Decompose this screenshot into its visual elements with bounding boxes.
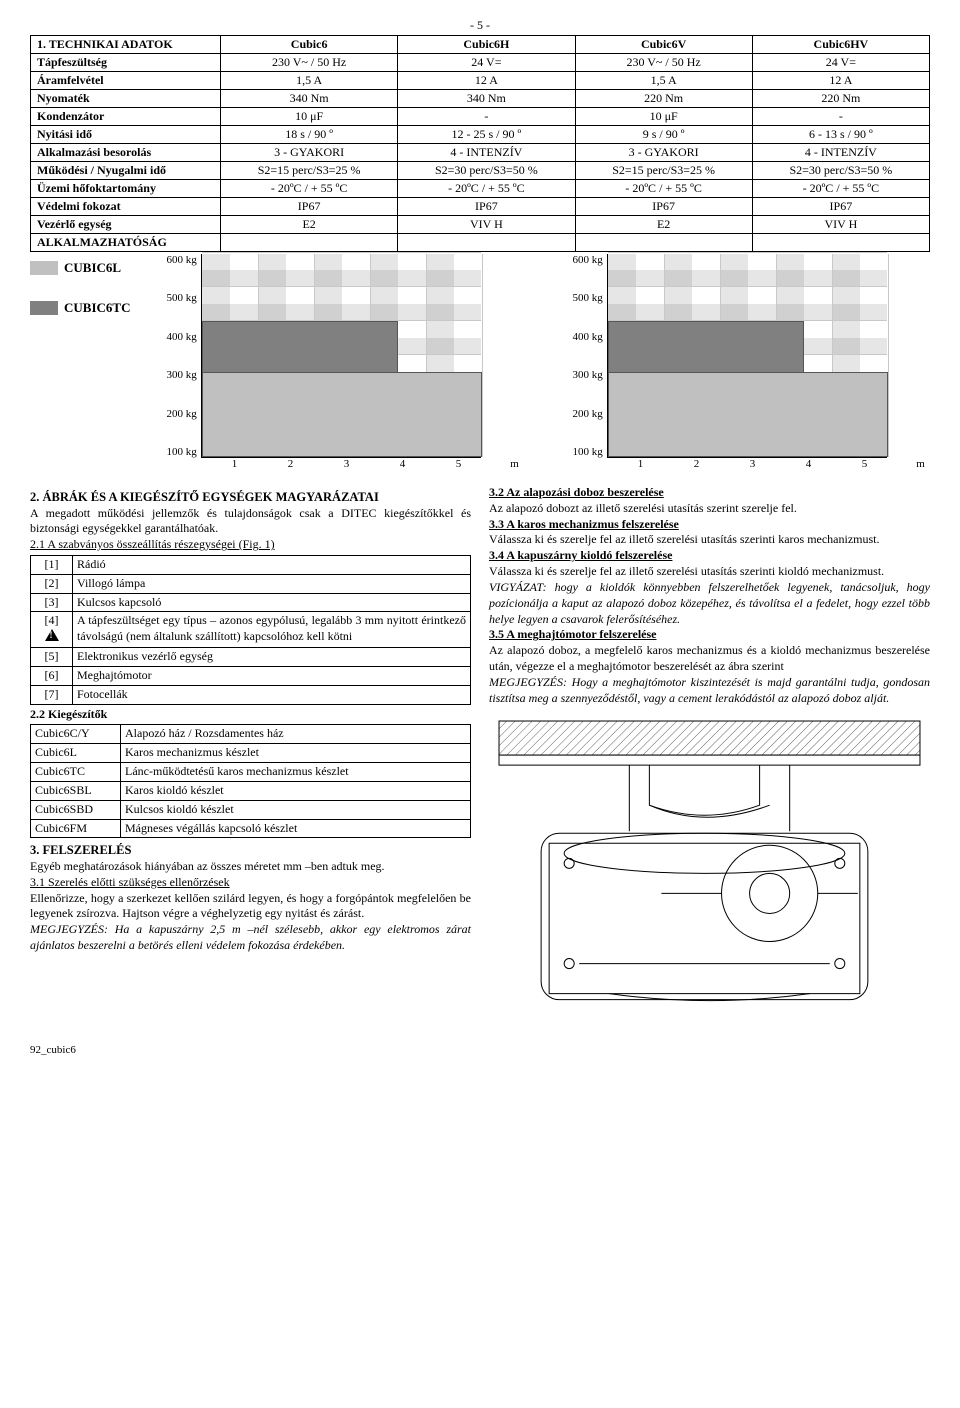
table-cell: 220 Nm <box>575 90 752 108</box>
table-cell <box>575 234 752 252</box>
table-cell: S2=30 perc/S3=50 % <box>398 162 575 180</box>
table-cell: S2=15 perc/S3=25 % <box>575 162 752 180</box>
table-cell: 4 - INTENZÍV <box>752 144 929 162</box>
table-cell: IP67 <box>575 198 752 216</box>
table-cell: - 20ºC / + 55 ºC <box>752 180 929 198</box>
table-cell: 12 - 25 s / 90 º <box>398 126 575 144</box>
table-cell: E2 <box>221 216 398 234</box>
sub34-body: Válassza ki és szerelje fel az illető sz… <box>489 564 930 580</box>
table-cell: 3 - GYAKORI <box>575 144 752 162</box>
table-cell: - <box>398 108 575 126</box>
table-cell: IP67 <box>398 198 575 216</box>
kits-table: Cubic6C/YAlapozó ház / Rozsdamentes házC… <box>30 724 471 838</box>
row-label: Üzemi hőfoktartomány <box>31 180 221 198</box>
row-label: Kondenzátor <box>31 108 221 126</box>
table-cell: - <box>752 108 929 126</box>
sub35-body: Az alapozó doboz, a megfelelő karos mech… <box>489 643 930 675</box>
subsection-2-2: 2.2 Kiegészítők <box>30 707 471 723</box>
table-cell: 6 - 13 s / 90 º <box>752 126 929 144</box>
table-cell: VIV H <box>752 216 929 234</box>
table-cell: 340 Nm <box>398 90 575 108</box>
table-cell: E2 <box>575 216 752 234</box>
table-cell: 220 Nm <box>752 90 929 108</box>
chart-left: 600 kg500 kg400 kg300 kg200 kg100 kg1234… <box>166 254 542 471</box>
parts-list-table: [1]Rádió[2]Villogó lámpa[3]Kulcsos kapcs… <box>30 555 471 705</box>
row-label: Áramfelvétel <box>31 72 221 90</box>
table-cell: 9 s / 90 º <box>575 126 752 144</box>
section2-intro: A megadott működési jellemzők és tulajdo… <box>30 506 471 538</box>
row-label: Működési / Nyugalmi idő <box>31 162 221 180</box>
subsection-3-3: 3.3 A karos mechanizmus felszerelése <box>489 517 930 533</box>
legend-cubic6tc: CUBIC6TC <box>30 300 130 316</box>
swatch-icon <box>30 301 58 315</box>
sub35-note: MEGJEGYZÉS: Hogy a meghajtómotor kiszint… <box>489 675 930 707</box>
table-cell <box>398 234 575 252</box>
warning-icon <box>45 629 59 641</box>
applicability-charts: CUBIC6L CUBIC6TC 600 kg500 kg400 kg300 k… <box>30 254 930 471</box>
table-cell: 10 μF <box>221 108 398 126</box>
table-cell: S2=30 perc/S3=50 % <box>752 162 929 180</box>
table-cell: 230 V~ / 50 Hz <box>221 54 398 72</box>
table-cell: S2=15 perc/S3=25 % <box>221 162 398 180</box>
table-cell <box>221 234 398 252</box>
subsection-3-4: 3.4 A kapuszárny kioldó felszerelése <box>489 548 930 564</box>
sub32-body: Az alapozó dobozt az illető szerelési ut… <box>489 501 930 517</box>
table-header: Cubic6 <box>221 36 398 54</box>
row-label: Vezérlő egység <box>31 216 221 234</box>
table-cell: - 20ºC / + 55 ºC <box>221 180 398 198</box>
section2-title: 2. ÁBRÁK ÉS A KIEGÉSZÍTŐ EGYSÉGEK MAGYAR… <box>30 489 471 506</box>
table-cell: IP67 <box>752 198 929 216</box>
table-cell: 1,5 A <box>575 72 752 90</box>
table-cell: - 20ºC / + 55 ºC <box>398 180 575 198</box>
table-cell: 10 μF <box>575 108 752 126</box>
section3-intro: Egyéb meghatározások hiányában az összes… <box>30 859 471 875</box>
technical-data-table: 1. TECHNIKAI ADATOKCubic6Cubic6HCubic6VC… <box>30 35 930 252</box>
table-cell: IP67 <box>221 198 398 216</box>
table-header: Cubic6V <box>575 36 752 54</box>
swatch-icon <box>30 261 58 275</box>
subsection-3-2: 3.2 Az alapozási doboz beszerelése <box>489 485 930 501</box>
table-cell: 1,5 A <box>221 72 398 90</box>
table-cell: 230 V~ / 50 Hz <box>575 54 752 72</box>
page-footer: 92_cubic6 <box>30 1044 930 1056</box>
table-header: Cubic6HV <box>752 36 929 54</box>
sub33-body: Válassza ki és szerelje fel az illető sz… <box>489 532 930 548</box>
table-cell: 12 A <box>752 72 929 90</box>
chart-bar <box>608 372 888 457</box>
table-cell: 18 s / 90 º <box>221 126 398 144</box>
table-cell <box>752 234 929 252</box>
motor-installation-figure <box>489 713 930 1024</box>
section3-title: 3. FELSZERELÉS <box>30 842 471 859</box>
table-cell: 24 V= <box>752 54 929 72</box>
chart-right: 600 kg500 kg400 kg300 kg200 kg100 kg1234… <box>572 254 948 471</box>
row-label: Nyomaték <box>31 90 221 108</box>
subsection-3-5: 3.5 A meghajtómotor felszerelése <box>489 627 930 643</box>
row-label: Nyitási idő <box>31 126 221 144</box>
page-number: - 5 - <box>30 18 930 33</box>
row-label: Védelmi fokozat <box>31 198 221 216</box>
table-header: 1. TECHNIKAI ADATOK <box>31 36 221 54</box>
table-cell: 3 - GYAKORI <box>221 144 398 162</box>
table-cell: 4 - INTENZÍV <box>398 144 575 162</box>
table-header: Cubic6H <box>398 36 575 54</box>
row-label: Alkalmazási besorolás <box>31 144 221 162</box>
row-label: ALKALMAZHATÓSÁG <box>31 234 221 252</box>
sub34-note: VIGYÁZAT: hogy a kioldók könnyebben fels… <box>489 580 930 627</box>
table-cell: 340 Nm <box>221 90 398 108</box>
row-label: Tápfeszültség <box>31 54 221 72</box>
subsection-3-1: 3.1 Szerelés előtti szükséges ellenőrzés… <box>30 875 471 891</box>
table-cell: - 20ºC / + 55 ºC <box>575 180 752 198</box>
left-column: 2. ÁBRÁK ÉS A KIEGÉSZÍTŐ EGYSÉGEK MAGYAR… <box>30 485 471 1028</box>
sub31-note: MEGJEGYZÉS: Ha a kapuszárny 2,5 m –nél s… <box>30 922 471 954</box>
right-column: 3.2 Az alapozási doboz beszerelése Az al… <box>489 485 930 1028</box>
table-cell: 24 V= <box>398 54 575 72</box>
sub31-body: Ellenőrizze, hogy a szerkezet kellően sz… <box>30 891 471 923</box>
subsection-2-1: 2.1 A szabványos összeállítás részegység… <box>30 537 471 553</box>
legend-cubic6l: CUBIC6L <box>30 260 130 276</box>
table-cell: VIV H <box>398 216 575 234</box>
table-cell: 12 A <box>398 72 575 90</box>
chart-bar <box>202 372 482 457</box>
